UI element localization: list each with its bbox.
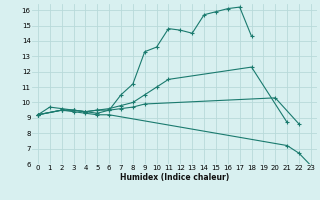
X-axis label: Humidex (Indice chaleur): Humidex (Indice chaleur) [120, 173, 229, 182]
